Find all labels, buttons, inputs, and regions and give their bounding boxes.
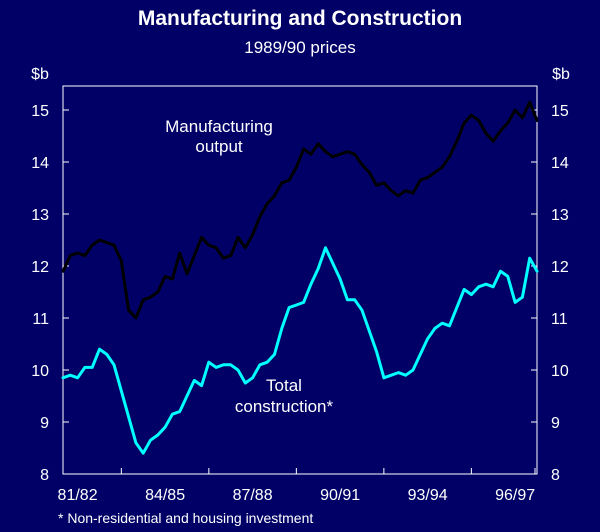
x-tick-label: 81/82 <box>58 487 98 504</box>
construction-label-line1: Total <box>266 376 302 395</box>
footnote: * Non-residential and housing investment <box>58 510 313 526</box>
y-tick-label-left: 13 <box>31 207 49 224</box>
chart-title: Manufacturing and Construction <box>138 7 462 30</box>
left-unit-label: $b <box>31 66 49 83</box>
plot-frame <box>62 85 538 475</box>
y-tick-label-right: 15 <box>551 103 569 120</box>
y-tick-label-left: 9 <box>40 415 49 432</box>
right-y-axis: 8 9 10 11 12 13 14 15 <box>531 103 569 484</box>
plot-border <box>62 85 538 475</box>
manufacturing-label-line1: Manufacturing <box>165 117 273 136</box>
manufacturing-output-line <box>61 100 539 320</box>
y-tick-label-right: 13 <box>551 207 569 224</box>
y-tick-label-left: 15 <box>31 103 49 120</box>
x-tick-label: 84/85 <box>145 487 185 504</box>
y-tick-label-right: 11 <box>551 311 568 328</box>
y-tick-label-left: 8 <box>40 467 49 484</box>
y-tick-label-left: 11 <box>32 311 49 328</box>
left-y-axis: 8 9 10 11 12 13 14 15 <box>31 103 69 484</box>
y-tick-label-right: 8 <box>551 467 560 484</box>
manufacturing-label-line2: output <box>195 137 243 156</box>
x-axis: 81/82 84/85 87/88 90/91 93/94 96/97 <box>58 468 536 504</box>
total-construction-line <box>61 246 539 455</box>
y-tick-label-right: 12 <box>551 259 569 276</box>
chart-subtitle: 1989/90 prices <box>244 38 356 57</box>
x-tick-label: 90/91 <box>320 487 360 504</box>
x-tick-label: 96/97 <box>495 487 535 504</box>
y-tick-label-left: 14 <box>31 155 49 172</box>
y-tick-label-right: 14 <box>551 155 569 172</box>
y-tick-label-right: 9 <box>551 415 560 432</box>
right-unit-label: $b <box>552 66 570 83</box>
x-tick-label: 93/94 <box>408 487 448 504</box>
construction-label-line2: construction* <box>235 397 334 416</box>
y-tick-label-right: 10 <box>551 363 569 380</box>
series-lines <box>61 100 539 455</box>
y-tick-label-left: 12 <box>31 259 49 276</box>
x-tick-label: 87/88 <box>233 487 273 504</box>
y-tick-label-left: 10 <box>31 363 49 380</box>
